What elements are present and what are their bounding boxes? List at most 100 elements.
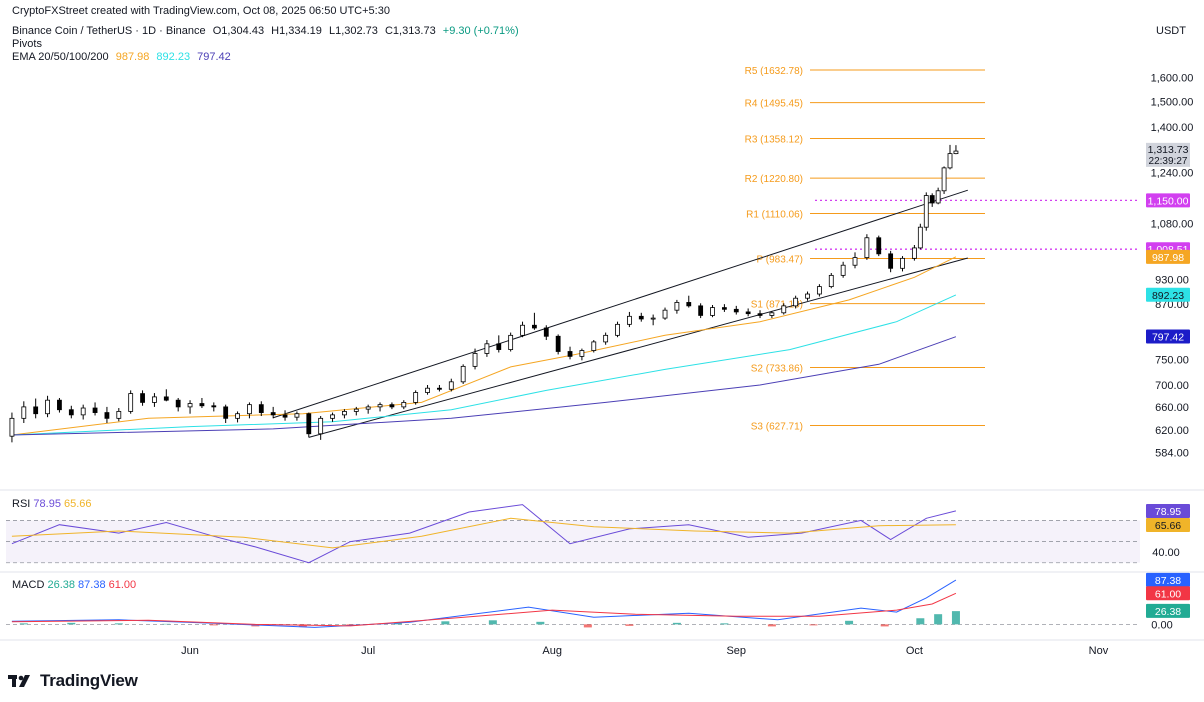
signal-line <box>11 592 957 627</box>
macd-histogram-bar <box>162 623 171 625</box>
candle-up <box>294 413 300 418</box>
candle-down <box>437 387 442 390</box>
candle-up <box>917 226 923 249</box>
pivot-label: P (983.47) <box>756 255 803 266</box>
rsi-tick-label: 40.00 <box>1152 547 1180 559</box>
candle-up <box>935 190 941 204</box>
candle-up <box>128 393 134 412</box>
price-axis-label: 987.98 <box>1152 252 1184 264</box>
macd-histogram-bar <box>951 611 960 625</box>
candle-down <box>721 307 727 310</box>
x-tick-label: Oct <box>906 645 923 657</box>
pivot-label: S3 (627.71) <box>751 422 803 433</box>
x-tick-label: Nov <box>1089 645 1109 657</box>
ema-line-ema20 <box>11 256 957 436</box>
y-tick-label: 1,240.00 <box>1151 167 1194 179</box>
rsi-legend: RSI 78.95 65.66 <box>12 498 92 510</box>
candle-down <box>532 324 537 329</box>
x-tick-label: Aug <box>542 645 562 657</box>
candle-down <box>104 412 110 419</box>
macd-axis-label-bg <box>1146 603 1190 618</box>
candle-up <box>448 381 454 390</box>
candle-up <box>941 167 947 192</box>
candle-down <box>57 399 62 411</box>
macd-tick-label: 0.00 <box>1151 619 1172 631</box>
candle-down <box>389 404 395 408</box>
candle-up <box>662 309 668 319</box>
candle-up <box>377 404 383 408</box>
pivots-legend[interactable]: Pivots <box>12 38 42 50</box>
ema-line-ema100 <box>11 336 957 436</box>
x-tick-label: Jul <box>361 645 375 657</box>
candle-up <box>953 150 959 155</box>
macd-histogram-bar <box>209 624 218 626</box>
macd-histogram-bar <box>393 622 402 625</box>
tradingview-logo[interactable]: TradingView <box>8 671 138 691</box>
price-axis-label-bg <box>1146 193 1190 208</box>
macd-legend-title: MACD <box>12 579 47 591</box>
candle-up <box>80 407 86 416</box>
candle-down <box>733 308 739 313</box>
candle-up <box>401 402 407 408</box>
candle-up <box>425 387 430 393</box>
candle-up <box>627 315 632 325</box>
candle-down <box>199 403 205 407</box>
candle-down <box>876 237 882 255</box>
macd-axis-label-bg <box>1146 572 1190 587</box>
macd-axis-label: 26.38 <box>1155 606 1181 618</box>
ohlc-close: C1,313.73 <box>384 25 436 37</box>
candle-up <box>484 343 490 354</box>
macd-histogram-bar <box>114 623 123 625</box>
candle-up <box>852 257 858 266</box>
candle-up <box>603 334 609 343</box>
macd-axis-label: 61.00 <box>1155 588 1181 600</box>
pivot-label: R5 (1632.78) <box>745 66 803 77</box>
currency-label[interactable]: USDT <box>1156 25 1186 37</box>
ema-legend[interactable]: EMA 20/50/100/200 987.98 892.23 797.42 <box>12 51 235 63</box>
macd-pane: MACD 26.38 87.38 61.00 <box>6 579 1140 628</box>
candle-down <box>638 315 644 320</box>
ema-line-ema50 <box>11 294 957 436</box>
candle-down <box>163 396 169 401</box>
candle-down <box>555 335 561 352</box>
ohlc-low: L1,302.73 <box>328 25 378 37</box>
macd-histogram-bar <box>67 622 76 625</box>
y-tick-label: 1,500.00 <box>1151 97 1194 109</box>
macd-histogram-bar <box>720 623 729 625</box>
candle-up <box>805 293 810 299</box>
y-tick-label: 1,400.00 <box>1151 122 1194 134</box>
pivot-label: S1 (871.18) <box>751 300 803 311</box>
axes: Jun Jul Aug Sep Oct Nov 1,600.00 1,500.00 1,400.… <box>0 73 1204 657</box>
candle-down <box>929 195 935 204</box>
y-tick-label: 700.00 <box>1155 380 1189 392</box>
macd-histogram-bar <box>536 621 545 625</box>
candle-down <box>745 311 751 315</box>
tradingview-logo-text: TradingView <box>40 671 138 690</box>
candle-down <box>33 406 39 415</box>
candle-down <box>567 351 573 357</box>
price-axis-label: 1,150.00 <box>1148 195 1189 207</box>
price-change: +9.30 (+0.71%) <box>442 25 519 37</box>
rsi-ma-legend-value: 65.66 <box>64 498 92 510</box>
price-axis-label-bg <box>1146 249 1190 264</box>
macd-histogram-bar <box>346 624 355 626</box>
pivot-label: R4 (1495.45) <box>745 99 803 110</box>
tradingview-logo-icon <box>8 675 30 687</box>
candle-up <box>816 286 822 295</box>
symbol-name: Binance Coin / TetherUS · 1D · Binance <box>12 25 206 37</box>
pivot-label: R1 (1110.06) <box>746 210 803 221</box>
price-pane: R5 (1632.78) R4 (1495.45) R3 (1358.12) R2 (… <box>9 66 1140 443</box>
candle-up <box>828 274 834 288</box>
macd-histogram-bar <box>845 620 854 625</box>
y-tick-label: 620.00 <box>1155 425 1189 437</box>
candle-up <box>769 312 775 316</box>
macd-histogram-bar <box>583 624 592 628</box>
candle-down <box>686 302 692 307</box>
signal-value: 61.00 <box>109 579 137 591</box>
rsi-axis-label: 65.66 <box>1155 520 1181 532</box>
candle-up <box>710 307 715 316</box>
price-axis-label: 797.42 <box>1152 332 1184 344</box>
price-axis-label-bg <box>1146 287 1190 302</box>
y-tick-label: 930.00 <box>1155 274 1189 286</box>
